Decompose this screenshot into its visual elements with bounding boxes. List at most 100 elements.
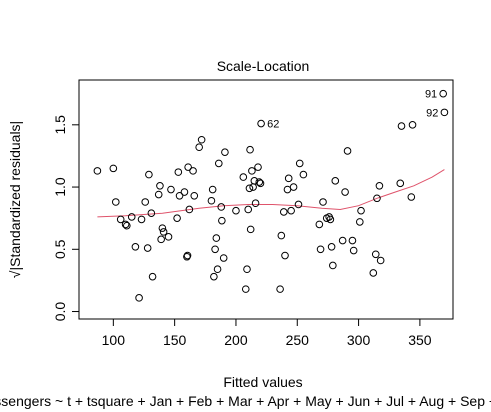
data-point	[249, 183, 257, 191]
data-point	[440, 108, 449, 117]
data-point	[369, 269, 378, 277]
data-point	[175, 191, 184, 200]
data-point	[183, 251, 192, 260]
data-point	[121, 220, 130, 229]
data-point	[319, 198, 327, 206]
data-point	[208, 185, 217, 194]
x-axis-label: Fitted values	[223, 374, 302, 390]
data-point	[116, 215, 125, 224]
data-point	[326, 215, 335, 224]
data-point	[356, 218, 364, 226]
plot-frame	[78, 79, 454, 320]
data-point	[174, 168, 183, 176]
data-point	[329, 261, 337, 270]
data-point	[244, 205, 253, 214]
data-point	[256, 179, 265, 188]
data-point	[157, 235, 165, 244]
x-tick-label: 200	[224, 332, 248, 348]
data-point	[217, 203, 226, 211]
data-point	[147, 209, 156, 217]
data-point	[316, 245, 325, 254]
data-point	[210, 272, 218, 281]
data-point	[281, 251, 289, 260]
y-axis-label: √|Standardized residuals|	[7, 121, 23, 278]
data-point	[109, 164, 118, 173]
x-tick-label: 250	[286, 332, 310, 348]
data-point	[254, 163, 262, 171]
data-point	[277, 231, 286, 240]
data-point	[164, 233, 173, 241]
data-point	[232, 206, 240, 215]
data-point	[246, 145, 254, 154]
data-point	[207, 196, 216, 205]
data-point	[348, 236, 357, 245]
data-point	[214, 159, 223, 168]
data-point	[145, 170, 153, 179]
point-label: 92	[426, 107, 438, 119]
data-point	[137, 215, 146, 224]
data-point	[327, 243, 336, 251]
data-point	[213, 265, 222, 274]
data-point	[376, 256, 385, 265]
data-point	[211, 245, 219, 254]
data-point	[135, 294, 143, 302]
data-point	[341, 188, 349, 196]
data-point	[218, 216, 226, 225]
data-point	[315, 220, 324, 229]
y-tick-label: 0.5	[52, 239, 68, 259]
data-point	[184, 163, 192, 171]
x-tick-label: 100	[102, 332, 126, 348]
data-point	[295, 159, 304, 168]
data-point	[241, 285, 250, 293]
data-point	[397, 122, 406, 130]
chart-title: Scale-Location	[217, 58, 310, 74]
data-point	[375, 182, 384, 190]
data-point	[284, 174, 293, 183]
data-point	[143, 244, 152, 252]
data-point	[212, 234, 221, 242]
data-point	[190, 191, 199, 200]
data-point	[331, 177, 340, 185]
data-point	[349, 246, 358, 255]
data-point	[111, 198, 120, 206]
data-point	[185, 205, 194, 214]
data-point	[127, 213, 136, 221]
data-point	[158, 224, 167, 232]
data-point	[154, 190, 163, 199]
point-annotations: 91 92 62	[267, 89, 438, 131]
data-point	[197, 135, 206, 144]
x-axis: 100 150 200 250 300 350	[102, 318, 432, 348]
data-point	[131, 243, 140, 251]
point-label: 91	[425, 89, 437, 101]
data-point	[195, 143, 203, 152]
data-point	[159, 228, 168, 236]
data-point	[251, 199, 260, 208]
data-point	[407, 193, 416, 201]
data-point	[239, 173, 248, 181]
data-point	[357, 206, 365, 215]
data-point	[289, 183, 298, 191]
data-point	[408, 121, 417, 129]
model-formula-subtitle: lm(Passengers ~ t + tsquare + Jan + Feb …	[0, 393, 491, 409]
data-point	[294, 200, 303, 209]
point-label: 62	[267, 119, 279, 131]
data-point	[148, 272, 157, 281]
y-tick-label: 1.5	[52, 115, 68, 135]
data-point	[371, 250, 380, 259]
y-tick-label: 0.0	[52, 302, 68, 322]
data-point	[373, 194, 381, 203]
data-point	[219, 254, 228, 262]
data-point	[255, 178, 264, 186]
data-point	[396, 179, 405, 188]
data-point	[245, 184, 254, 193]
x-tick-label: 350	[408, 332, 432, 348]
data-point	[439, 89, 447, 98]
data-point	[243, 265, 251, 274]
data-point	[283, 185, 292, 194]
data-point	[279, 208, 288, 216]
smoother-line	[97, 169, 445, 218]
data-point	[123, 221, 131, 230]
data-point	[276, 285, 284, 293]
data-point	[246, 225, 255, 234]
